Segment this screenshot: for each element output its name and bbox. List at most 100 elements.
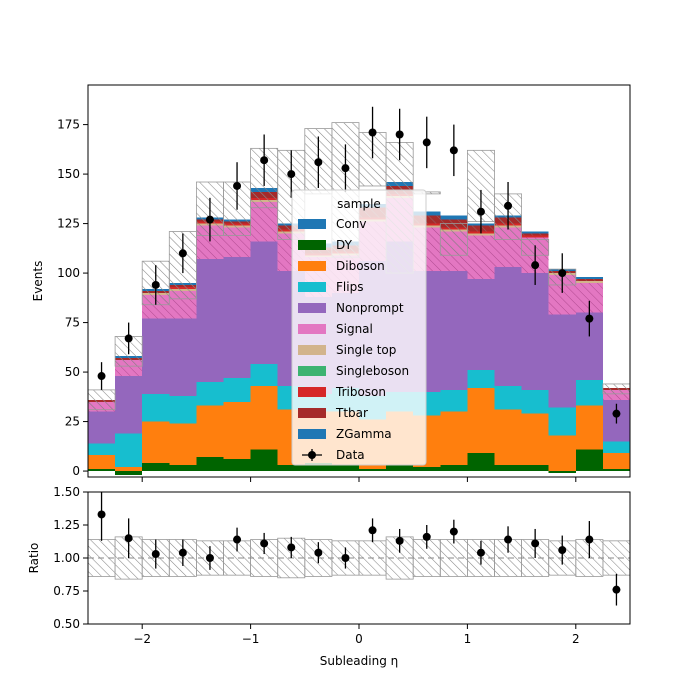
legend: sample Conv DY Diboson Flips Nonprompt Signal S… <box>291 189 427 466</box>
data-point-9 <box>341 164 350 173</box>
bar-diboson-17 <box>548 435 576 472</box>
bar-diboson-13 <box>440 411 468 466</box>
data-point-15 <box>504 201 513 210</box>
bar-diboson-14 <box>467 387 495 454</box>
ratio-point-3 <box>178 548 187 557</box>
ratio-panel: 0.50 0.75 1.00 1.25 1.50 −2 −1 0 1 2 Ratio Suble… <box>27 485 631 668</box>
bar-flips-15 <box>494 385 522 410</box>
ratio-point-10 <box>368 526 377 535</box>
bar-flips-13 <box>440 389 468 412</box>
bar-flips-18 <box>575 379 603 406</box>
x-tick-label-1: −1 <box>242 632 260 646</box>
bar-diboson-18 <box>575 405 603 450</box>
y-axis-label-events: Events <box>31 261 45 302</box>
bar-zgamma-16 <box>521 231 549 234</box>
main-y-ticks: 0 25 50 75 100 125 150 175 <box>57 118 88 478</box>
x-axis-label: Subleading η <box>320 654 399 668</box>
bar-diboson-0 <box>88 455 116 470</box>
data-point-8 <box>314 158 323 167</box>
ratio-point-19 <box>612 585 621 594</box>
ratio-y-tick-label-3: 1.25 <box>53 518 80 532</box>
data-point-12 <box>422 138 431 147</box>
bar-dy-16 <box>521 465 549 472</box>
bar-dy-13 <box>440 465 468 472</box>
bar-dy-1 <box>115 471 143 476</box>
ratio-point-18 <box>585 535 594 544</box>
bar-triboson-16 <box>521 235 549 238</box>
bar-single-top-12 <box>413 225 441 228</box>
data-point-10 <box>368 128 377 137</box>
bar-dy-10 <box>359 469 387 472</box>
bar-nonprompt-16 <box>521 273 549 390</box>
data-point-6 <box>260 156 269 165</box>
bar-dy-5 <box>223 459 251 472</box>
data-point-16 <box>531 261 540 270</box>
bar-flips-6 <box>250 364 278 386</box>
legend-swatch-triboson <box>298 387 326 397</box>
bar-flips-16 <box>521 389 549 414</box>
x-tick-label-0: −2 <box>133 632 151 646</box>
uncertainty-bin-0 <box>88 389 116 411</box>
bar-ttbar-hatch-16 <box>521 233 549 236</box>
ratio-point-0 <box>97 510 106 519</box>
data-point-14 <box>476 207 485 216</box>
bar-nonprompt-15 <box>494 267 522 386</box>
bar-diboson-1 <box>115 467 143 472</box>
bar-nonprompt-3 <box>169 318 197 396</box>
legend-swatch-signal <box>298 324 326 334</box>
bar-zgamma-13 <box>440 215 468 220</box>
legend-title: sample <box>337 197 381 211</box>
x-tick-label-3: 1 <box>464 632 472 646</box>
bar-flips-0 <box>88 443 116 456</box>
bar-ttbar-hatch-18 <box>575 279 603 281</box>
ratio-x-ticks: −2 −1 0 1 2 <box>133 624 580 646</box>
data-point-0 <box>97 372 106 381</box>
legend-label-data: Data <box>336 448 365 462</box>
bar-dy-18 <box>575 449 603 472</box>
bar-diboson-3 <box>169 423 197 466</box>
ratio-point-11 <box>395 536 404 545</box>
data-point-18 <box>585 314 594 323</box>
bar-dy-15 <box>494 465 522 472</box>
main-y-tick-label-0: 0 <box>72 464 80 478</box>
data-point-4 <box>205 215 214 224</box>
bar-dy-7 <box>277 465 305 472</box>
data-point-17 <box>558 269 567 278</box>
ratio-point-12 <box>422 532 431 541</box>
main-y-tick-label-50: 50 <box>65 365 80 379</box>
main-y-tick-label-175: 175 <box>57 118 80 132</box>
bar-single-top-14 <box>467 233 495 236</box>
bar-flips-17 <box>548 407 576 436</box>
legend-label-ttbar: Ttbar <box>335 406 368 420</box>
main-y-tick-label-150: 150 <box>57 167 80 181</box>
bar-diboson-4 <box>196 405 224 458</box>
legend-swatch-zgamma <box>298 429 326 439</box>
bar-dy-3 <box>169 465 197 472</box>
bar-flips-4 <box>196 381 224 406</box>
data-point-7 <box>287 170 296 179</box>
y-axis-label-ratio: Ratio <box>27 543 41 574</box>
bar-nonprompt-4 <box>196 259 224 382</box>
data-point-13 <box>449 146 458 155</box>
bar-dy-14 <box>467 453 495 472</box>
bar-single-top-18 <box>575 281 603 283</box>
legend-swatch-flips <box>298 282 326 292</box>
main-x-ticks <box>141 477 577 482</box>
legend-label-dy: DY <box>336 238 353 252</box>
ratio-y-tick-label-2: 1.00 <box>53 551 80 565</box>
bar-nonprompt-14 <box>467 279 495 371</box>
x-tick-label-4: 2 <box>572 632 580 646</box>
uncertainty-bin-13 <box>439 223 468 256</box>
legend-swatch-singleboson <box>298 366 326 376</box>
ratio-points <box>97 492 621 606</box>
bar-flips-2 <box>142 393 170 422</box>
ratio-point-15 <box>504 535 513 544</box>
ratio-uncertainty-bin-19 <box>602 540 630 576</box>
ratio-y-tick-label-0: 0.50 <box>53 617 80 631</box>
data-point-5 <box>233 181 242 190</box>
legend-swatch-diboson <box>298 261 326 271</box>
bar-dy-17 <box>548 471 576 474</box>
bar-flips-14 <box>467 370 495 388</box>
bar-diboson-5 <box>223 401 251 460</box>
